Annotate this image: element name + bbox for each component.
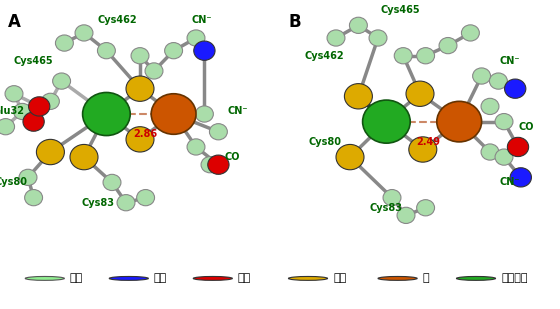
Circle shape <box>165 43 183 59</box>
Circle shape <box>369 30 387 46</box>
Circle shape <box>83 92 130 136</box>
Text: Cys80: Cys80 <box>309 137 341 147</box>
Text: Cys462: Cys462 <box>305 51 344 61</box>
Text: CN⁻: CN⁻ <box>228 107 248 116</box>
Circle shape <box>103 174 121 191</box>
Text: Cys465: Cys465 <box>14 56 53 66</box>
Circle shape <box>201 157 219 173</box>
Circle shape <box>187 139 205 155</box>
Circle shape <box>363 100 410 143</box>
Circle shape <box>208 155 229 174</box>
Circle shape <box>195 106 213 122</box>
Text: 鉄: 鉄 <box>423 273 430 283</box>
Text: Glu32: Glu32 <box>0 107 25 116</box>
Text: CN⁻: CN⁻ <box>500 177 520 188</box>
Circle shape <box>19 169 37 185</box>
Circle shape <box>481 98 499 115</box>
Text: Cys465: Cys465 <box>381 5 420 15</box>
Circle shape <box>53 73 71 89</box>
Circle shape <box>131 48 149 64</box>
Circle shape <box>336 144 364 170</box>
Circle shape <box>349 17 367 33</box>
Circle shape <box>209 124 227 140</box>
Circle shape <box>507 137 529 157</box>
Circle shape <box>481 144 499 160</box>
Circle shape <box>194 41 215 60</box>
Circle shape <box>406 81 434 106</box>
Text: CO: CO <box>519 122 534 132</box>
Circle shape <box>36 139 64 165</box>
Text: ニッケル: ニッケル <box>501 273 528 283</box>
Text: 2.86: 2.86 <box>133 129 158 139</box>
Text: B: B <box>288 13 301 31</box>
Circle shape <box>97 43 115 59</box>
Circle shape <box>23 112 44 131</box>
Text: Cys83: Cys83 <box>370 203 403 213</box>
Circle shape <box>409 137 437 162</box>
Text: 2.49: 2.49 <box>417 137 440 147</box>
Circle shape <box>288 277 328 280</box>
Circle shape <box>383 189 401 206</box>
Circle shape <box>151 94 196 134</box>
Circle shape <box>417 48 435 64</box>
Circle shape <box>5 86 23 102</box>
Circle shape <box>41 93 59 109</box>
Text: 炭素: 炭素 <box>70 273 83 283</box>
Circle shape <box>70 144 98 170</box>
Circle shape <box>145 63 163 79</box>
Circle shape <box>55 35 73 51</box>
Circle shape <box>394 48 412 64</box>
Circle shape <box>510 168 531 187</box>
Text: 硫黄: 硫黄 <box>333 273 347 283</box>
Circle shape <box>25 189 43 206</box>
Text: A: A <box>8 13 21 31</box>
Circle shape <box>417 200 435 216</box>
Text: 窒素: 窒素 <box>154 273 167 283</box>
Circle shape <box>126 76 154 101</box>
Circle shape <box>344 84 372 109</box>
Circle shape <box>439 37 457 54</box>
Circle shape <box>13 104 31 120</box>
Circle shape <box>456 277 496 280</box>
Text: CO: CO <box>225 152 240 162</box>
Circle shape <box>495 113 513 130</box>
Circle shape <box>109 277 148 280</box>
Text: 酸素: 酸素 <box>238 273 251 283</box>
Text: CN⁻: CN⁻ <box>192 15 212 25</box>
Circle shape <box>117 195 135 211</box>
Circle shape <box>137 189 155 206</box>
Circle shape <box>489 73 507 89</box>
Text: Cys80: Cys80 <box>0 177 27 188</box>
Circle shape <box>327 30 345 46</box>
Circle shape <box>505 79 526 98</box>
Text: Cys462: Cys462 <box>98 15 137 25</box>
Circle shape <box>193 277 232 280</box>
Circle shape <box>25 277 64 280</box>
Text: CN⁻: CN⁻ <box>500 56 520 66</box>
Circle shape <box>461 25 479 41</box>
Circle shape <box>397 207 415 223</box>
Circle shape <box>473 68 491 84</box>
Circle shape <box>437 101 482 142</box>
Circle shape <box>75 25 93 41</box>
Circle shape <box>29 97 50 116</box>
Circle shape <box>378 277 417 280</box>
Circle shape <box>0 119 15 135</box>
Text: Cys83: Cys83 <box>82 198 114 208</box>
Circle shape <box>187 30 205 46</box>
Circle shape <box>126 127 154 152</box>
Circle shape <box>495 149 513 165</box>
